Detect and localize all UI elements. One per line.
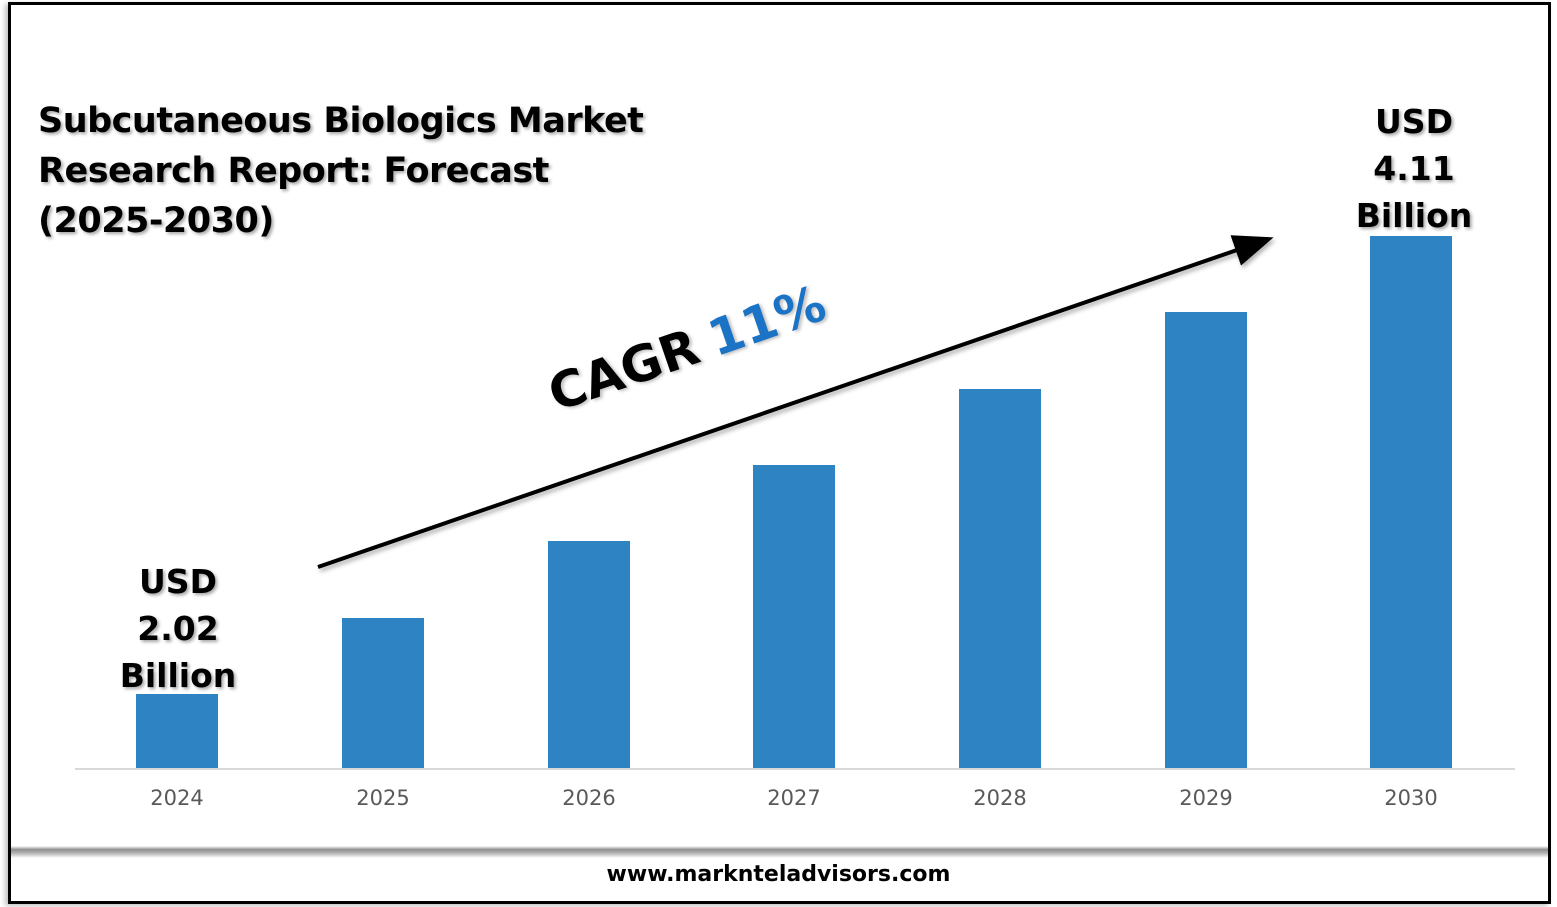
callout-unit: Billion	[1355, 196, 1473, 235]
footer-divider	[11, 846, 1548, 858]
callout-unit: Billion	[119, 656, 237, 695]
footer-website-link[interactable]: www.marknteladvisors.com	[606, 862, 951, 887]
x-tick-label: 2024	[150, 786, 204, 810]
bar-2028	[959, 389, 1041, 769]
x-tick-label: 2025	[356, 786, 410, 810]
x-tick-label: 2028	[973, 786, 1027, 810]
bar-2030	[1370, 236, 1452, 769]
callout-value: 2.02	[137, 609, 219, 648]
bar-2025	[342, 618, 424, 769]
callout-currency: USD	[139, 562, 217, 601]
bar-2029	[1165, 312, 1247, 769]
bar-2027	[753, 465, 835, 769]
bar-2026	[548, 541, 630, 769]
chart-title: Subcutaneous Biologics Market Research R…	[38, 101, 644, 241]
end-value-callout: USD 4.11 Billion	[1304, 98, 1524, 239]
x-tick-label: 2026	[562, 786, 616, 810]
callout-value: 4.11	[1373, 149, 1455, 188]
start-value-callout: USD 2.02 Billion	[68, 558, 288, 699]
bar-2024	[136, 694, 218, 769]
x-tick-label: 2027	[767, 786, 821, 810]
x-axis-line	[75, 768, 1515, 770]
x-tick-label: 2029	[1179, 786, 1233, 810]
x-tick-label: 2030	[1384, 786, 1438, 810]
callout-currency: USD	[1375, 102, 1453, 141]
